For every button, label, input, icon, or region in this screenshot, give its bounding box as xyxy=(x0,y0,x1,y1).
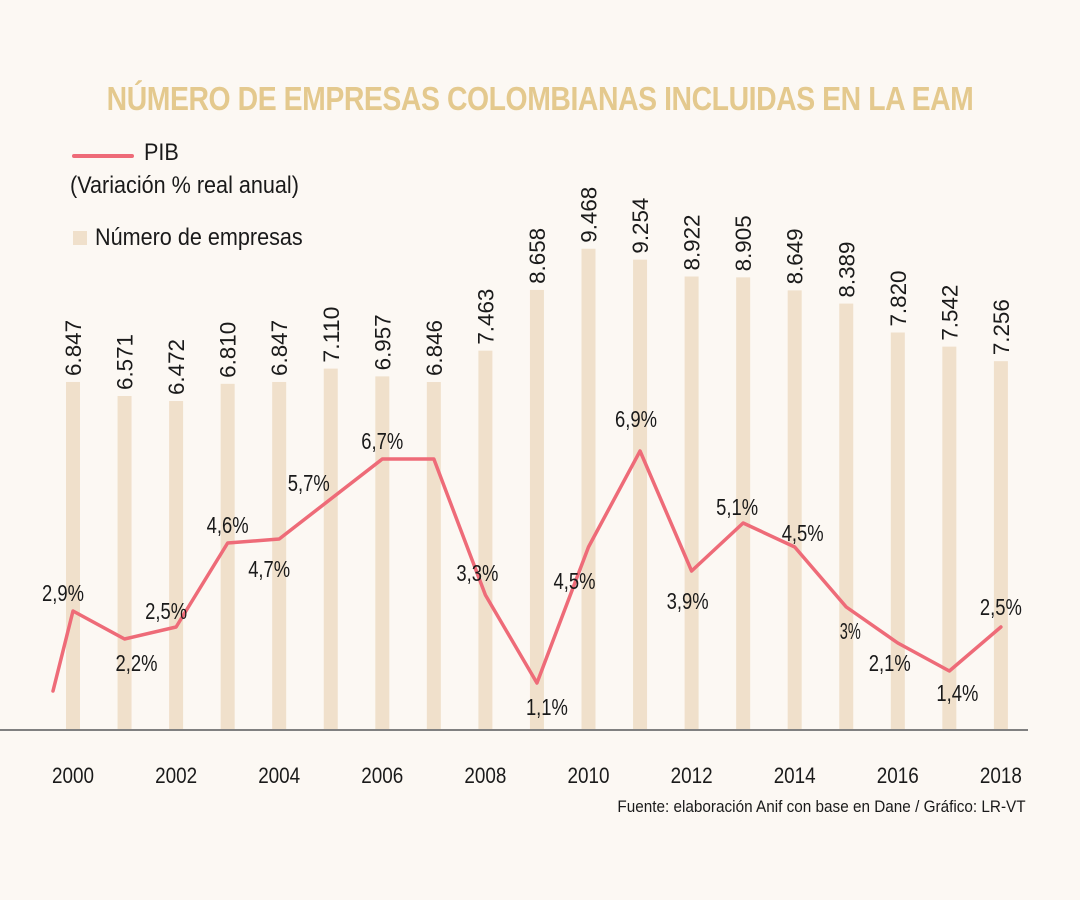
source-note: Fuente: elaboración Anif con base en Dan… xyxy=(617,797,1026,816)
chart-title: NÚMERO DE EMPRESAS COLOMBIANAS INCLUIDAS… xyxy=(106,80,974,117)
bar-2006 xyxy=(375,376,390,730)
x-tick-2000: 2000 xyxy=(52,763,94,788)
bar-label-2013: 8.905 xyxy=(731,215,756,271)
bar-label-2007: 6.846 xyxy=(422,320,447,376)
legend-line-swatch-pib xyxy=(72,154,134,158)
x-tick-2016: 2016 xyxy=(877,763,919,788)
bar-label-2018: 7.256 xyxy=(989,299,1014,355)
x-tick-2018: 2018 xyxy=(980,763,1022,788)
bar-label-2016: 7.820 xyxy=(886,271,911,327)
bar-label-2006: 6.957 xyxy=(370,314,395,370)
bar-label-2002: 6.472 xyxy=(164,339,189,395)
pib-label-2015: 3% xyxy=(840,618,861,644)
bar-2003 xyxy=(220,383,235,730)
pib-label-2009: 1,1% xyxy=(526,694,568,720)
bar-label-2005: 7.110 xyxy=(319,307,344,363)
pib-label-2004: 4,7% xyxy=(248,556,290,582)
pib-label-2013: 5,1% xyxy=(716,494,758,520)
bar-label-2015: 8.389 xyxy=(834,242,859,298)
bar-2004 xyxy=(272,381,287,730)
x-tick-2002: 2002 xyxy=(155,763,197,788)
bar-2002 xyxy=(169,401,184,730)
bar-label-2000: 6.847 xyxy=(61,320,86,376)
bar-2009 xyxy=(529,289,544,730)
bar-label-2012: 8.922 xyxy=(680,214,705,270)
x-tick-2010: 2010 xyxy=(568,763,610,788)
bar-2007 xyxy=(426,382,441,730)
bar-2016 xyxy=(890,332,905,730)
pib-label-2016: 2,1% xyxy=(869,650,911,676)
bar-2012 xyxy=(684,276,699,730)
bar-2008 xyxy=(478,350,493,730)
bar-2000 xyxy=(66,381,80,730)
x-tick-2008: 2008 xyxy=(464,763,506,788)
legend-sublabel-pib: (Variación % real anual) xyxy=(70,172,299,199)
pib-label-2012: 3,9% xyxy=(667,588,709,614)
bar-2010 xyxy=(581,248,596,730)
bar-label-2011: 9.254 xyxy=(628,198,653,254)
bar-2011 xyxy=(633,259,648,730)
bar-2015 xyxy=(839,303,854,730)
legend-label-pib: PIB xyxy=(144,139,179,166)
bar-2001 xyxy=(117,395,132,730)
legend-bar-swatch-empresas xyxy=(73,231,87,245)
bar-2017 xyxy=(942,346,957,730)
pib-line xyxy=(51,449,1003,693)
bar-label-2001: 6.571 xyxy=(113,334,138,390)
pib-label-2017: 1,4% xyxy=(936,680,978,706)
x-tick-2014: 2014 xyxy=(774,763,816,788)
pib-label-2018: 2,5% xyxy=(980,594,1022,620)
x-tick-2004: 2004 xyxy=(258,763,300,788)
pib-label-2011: 6,9% xyxy=(615,406,657,432)
bar-2014 xyxy=(787,290,802,730)
pib-label-2008: 3,3% xyxy=(456,560,498,586)
legend-label-empresas: Número de empresas xyxy=(95,224,303,251)
bar-label-2003: 6.810 xyxy=(216,322,241,378)
pib-label-2005: 5,7% xyxy=(288,470,330,496)
bar-label-2008: 7.463 xyxy=(473,289,498,345)
bar-label-2010: 9.468 xyxy=(577,187,602,243)
pib-label-2003: 4,6% xyxy=(207,512,249,538)
pib-label-2014: 4,5% xyxy=(782,520,824,546)
pib-label-2006: 6,7% xyxy=(361,428,403,454)
bar-2018 xyxy=(993,361,1008,730)
bar-label-2017: 7.542 xyxy=(937,285,962,341)
pib-label-2001: 2,2% xyxy=(116,650,158,676)
bar-label-2014: 8.649 xyxy=(783,228,808,284)
bar-2005 xyxy=(323,368,338,730)
bar-label-2009: 8.658 xyxy=(525,228,550,284)
pib-label-2000: 2,9% xyxy=(42,580,84,606)
bar-label-2004: 6.847 xyxy=(267,320,292,376)
bar-2013 xyxy=(736,277,751,730)
pib-label-2010: 4,5% xyxy=(554,568,596,594)
x-tick-2012: 2012 xyxy=(671,763,713,788)
pib-label-2002: 2,5% xyxy=(145,598,187,624)
x-tick-2006: 2006 xyxy=(361,763,403,788)
